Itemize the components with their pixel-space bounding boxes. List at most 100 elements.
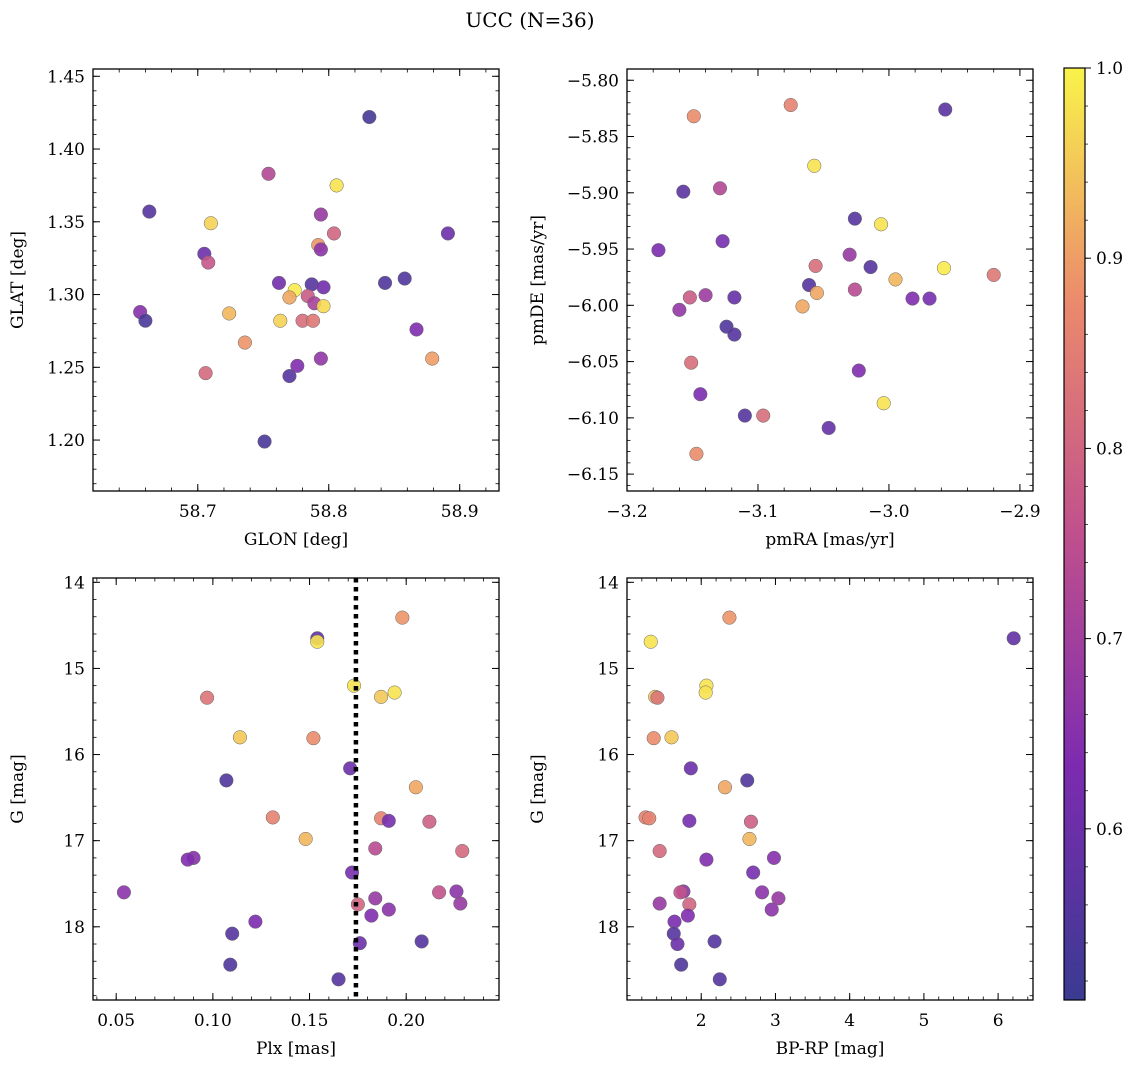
data-point (670, 936, 685, 952)
data-point (326, 226, 342, 241)
data-point (740, 773, 755, 788)
scatter-points (638, 610, 1021, 987)
y-tick-label: 14 (63, 573, 85, 593)
data-point (715, 234, 730, 249)
data-point (874, 217, 889, 232)
x-tick-label: −2.9 (999, 502, 1040, 522)
data-point (755, 885, 770, 900)
data-point (223, 957, 238, 972)
data-point (646, 731, 661, 746)
x-tick-label: 58.7 (179, 502, 217, 522)
data-point (368, 841, 383, 856)
data-point (766, 850, 782, 865)
axes-frame (92, 68, 500, 492)
data-point (682, 290, 697, 305)
data-point (737, 408, 752, 423)
data-point (667, 914, 682, 929)
data-point (821, 420, 836, 436)
data-point (707, 934, 722, 949)
panel-1: 58.7 58.8 58.9 1.20 1.25 1.30 1.35 1.40 1.45 GLON… (8, 67, 500, 550)
data-point (116, 885, 131, 900)
data-point (271, 275, 287, 290)
data-point (261, 166, 276, 181)
data-point (364, 908, 379, 923)
axes-frame (92, 577, 500, 1001)
data-point (422, 814, 437, 829)
data-point (764, 902, 779, 917)
colorbar-tick-label: 1.0 (1096, 59, 1123, 79)
data-point (684, 355, 699, 370)
x-tick-label: −3.1 (737, 502, 778, 522)
colorbar-tick-label: 0.6 (1096, 820, 1123, 840)
x-axis-label: Plx [mas] (256, 1039, 336, 1059)
data-point (847, 282, 862, 297)
data-point (455, 843, 470, 859)
data-point (673, 885, 688, 900)
y-axis-label: G [mag] (528, 754, 548, 823)
x-tick-label: 2 (696, 1011, 707, 1031)
y-tick-label: 1.25 (47, 358, 85, 378)
data-point (664, 730, 679, 745)
x-tick-label: 3 (770, 1011, 781, 1031)
data-point (672, 302, 687, 317)
data-point (888, 272, 903, 287)
y-tick-label: 14 (597, 573, 619, 593)
y-tick-label: 1.20 (47, 431, 85, 451)
panel-4: 2 3 4 5 6 14 15 16 17 18 BP-RP [mag] G [mag] (528, 573, 1034, 1059)
data-point (374, 689, 389, 704)
x-tick-label: −3.0 (868, 502, 909, 522)
data-point (180, 852, 195, 867)
data-point (282, 290, 297, 305)
y-tick-label: 1.40 (47, 140, 85, 160)
data-point (746, 865, 761, 880)
data-point (203, 216, 218, 231)
x-axis-label: GLON [deg] (244, 530, 348, 550)
data-point (922, 291, 937, 306)
colorbar-tick-label: 0.8 (1096, 439, 1123, 459)
data-point (676, 184, 691, 199)
y-tick-label: −5.85 (567, 128, 619, 148)
data-point (138, 313, 153, 328)
x-tick-label: 58.9 (441, 502, 479, 522)
y-tick-label: 17 (597, 832, 619, 852)
data-point (282, 368, 297, 384)
scatter-points (651, 97, 1001, 461)
scatter-points (116, 610, 470, 987)
figure-title: UCC (N=36) (465, 8, 594, 32)
data-point (409, 322, 424, 337)
data-point (795, 299, 810, 314)
colorbar-gradient (1063, 67, 1086, 1001)
data-point (298, 831, 313, 847)
data-point (905, 291, 920, 306)
y-tick-label: 18 (63, 918, 85, 938)
data-point (310, 634, 325, 649)
data-point (378, 275, 393, 290)
data-point (699, 852, 714, 867)
data-point (682, 813, 697, 828)
data-point (742, 831, 757, 847)
data-point (938, 102, 953, 117)
data-point (809, 285, 824, 300)
y-axis-label: GLAT [deg] (8, 231, 28, 329)
data-point (290, 358, 305, 373)
y-tick-label: −5.90 (567, 184, 619, 204)
y-tick-label: 16 (597, 746, 619, 766)
y-tick-label: 15 (597, 659, 619, 679)
data-point (201, 255, 216, 270)
data-point (650, 690, 665, 705)
data-point (248, 914, 263, 929)
x-tick-label: 5 (918, 1011, 929, 1031)
data-point (316, 299, 331, 314)
data-point (273, 313, 288, 328)
data-point (316, 280, 331, 295)
y-tick-label: 1.30 (47, 286, 85, 306)
data-point (200, 690, 215, 705)
x-tick-label: −3.2 (606, 502, 647, 522)
data-point (381, 902, 396, 917)
data-point (851, 363, 866, 378)
data-point (425, 351, 440, 366)
data-point (265, 810, 280, 825)
colorbar-tick-label: 0.9 (1096, 249, 1123, 269)
data-point (313, 351, 328, 366)
data-point (643, 634, 658, 649)
